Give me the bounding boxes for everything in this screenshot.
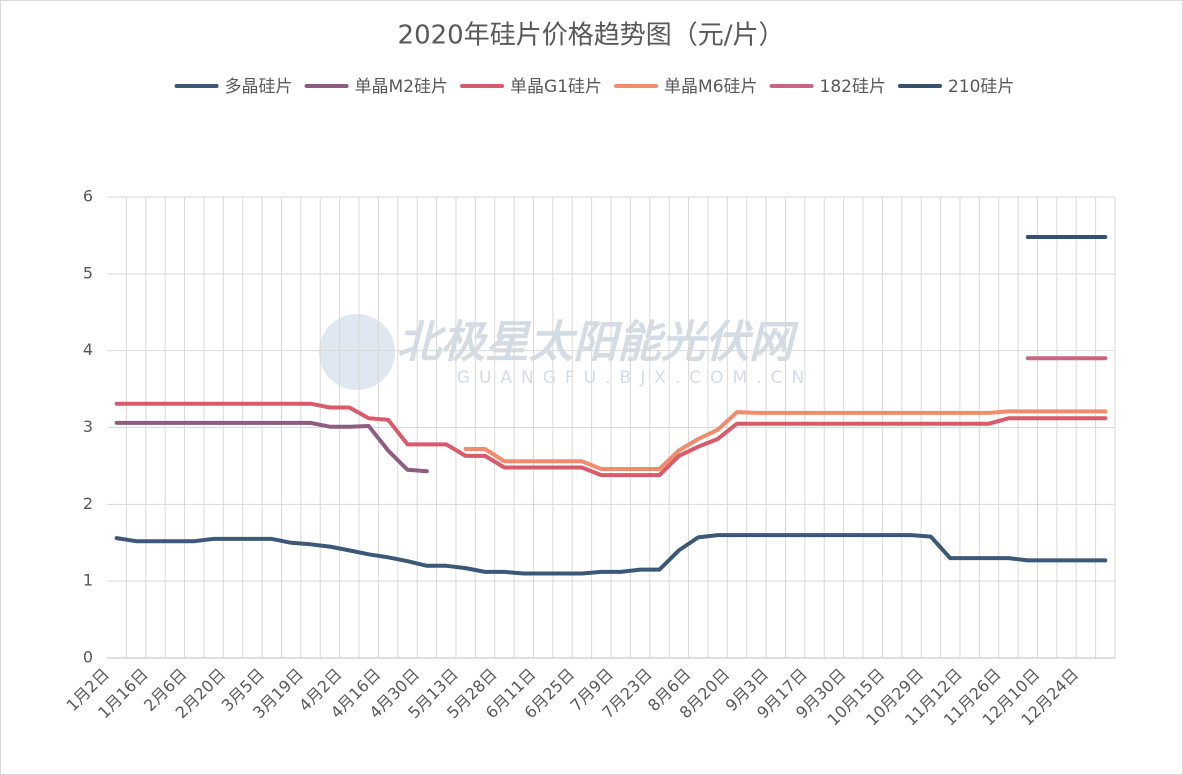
series-line xyxy=(463,409,1108,471)
legend-label: 多晶硅片 xyxy=(225,77,293,97)
watermark-logo xyxy=(319,314,395,390)
y-tick-label: 2 xyxy=(83,494,93,513)
legend-label: 182硅片 xyxy=(820,77,886,97)
watermark: 北极星太阳能光伏网 xyxy=(397,317,799,368)
legend-label: 单晶M6硅片 xyxy=(664,77,757,97)
watermark-sub: GUANGFU.BJX.COM.CN xyxy=(457,368,813,388)
y-tick-label: 1 xyxy=(83,571,93,590)
legend-label: 210硅片 xyxy=(948,77,1014,97)
legend-label: 单晶G1硅片 xyxy=(510,77,602,97)
y-tick-label: 4 xyxy=(83,340,93,359)
series-line xyxy=(114,533,1108,576)
legend: 多晶硅片 单晶M2硅片 单晶G1硅片 单晶M6硅片 182硅片 210硅片 xyxy=(174,77,1014,97)
y-tick-label: 6 xyxy=(83,187,93,206)
series-line xyxy=(114,401,1108,478)
y-tick-label: 3 xyxy=(83,417,93,436)
y-tick-label: 0 xyxy=(83,648,93,667)
y-tick-label: 5 xyxy=(83,263,93,282)
series-line xyxy=(114,420,429,474)
chart-title: 2020年硅片价格趋势图（元/片） xyxy=(398,21,785,51)
legend-label: 单晶M2硅片 xyxy=(355,77,448,97)
